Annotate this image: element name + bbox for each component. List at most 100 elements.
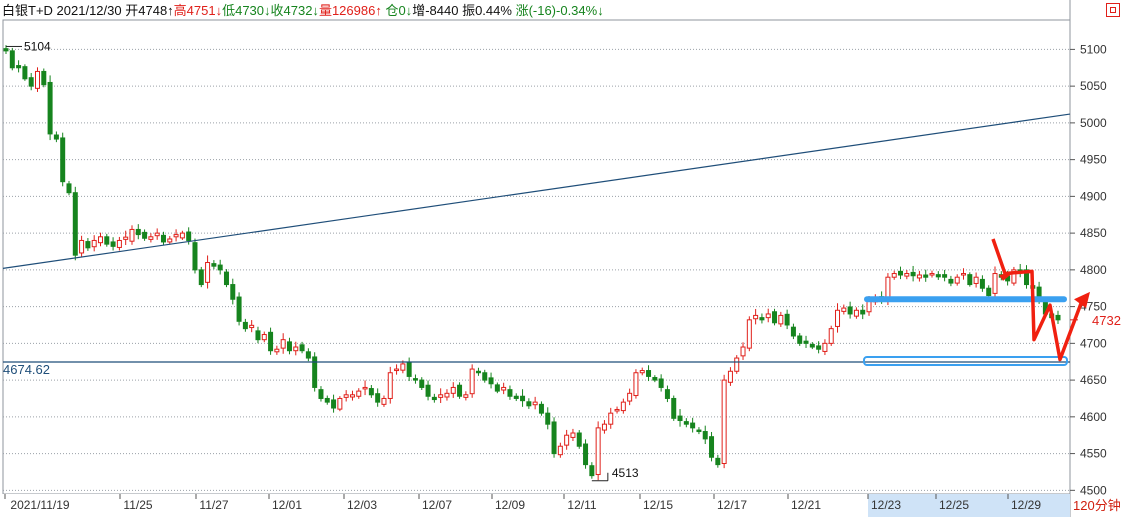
candle-up [444, 392, 450, 398]
forecast-arrow-head [1074, 291, 1090, 309]
candle-down [986, 287, 992, 297]
candle-down [198, 269, 204, 286]
candle-down [513, 395, 519, 399]
candle-down [576, 432, 582, 447]
candle-up [97, 236, 103, 244]
candle-up [167, 238, 173, 243]
candle-down [192, 242, 198, 271]
y-tick-label: 4500 [1080, 483, 1107, 497]
candle-down [60, 137, 66, 183]
candle-down [860, 309, 866, 315]
candle-down [85, 241, 91, 249]
candle-down [412, 378, 418, 381]
candle-up [501, 386, 507, 391]
candle-up [356, 390, 362, 397]
x-tick-label: 12/01 [272, 498, 302, 512]
candle-down [677, 415, 683, 422]
candle-down [790, 326, 796, 337]
candle-up [557, 445, 563, 456]
x-tick-label: 12/11 [567, 498, 596, 512]
candle-down [16, 65, 22, 69]
candle-down [898, 270, 904, 276]
candle-up [261, 334, 267, 341]
x-tick-label: 12/25 [939, 498, 969, 512]
candle-down [160, 234, 166, 243]
candle-down [186, 231, 192, 241]
x-tick-label: 11/25 [123, 498, 152, 512]
candle-up [249, 324, 255, 329]
candle-down [942, 274, 948, 278]
candle-down [683, 421, 689, 425]
candle-up [116, 239, 122, 248]
x-tick-label: 12/09 [495, 498, 525, 512]
candle-down [658, 378, 664, 388]
plot-frame [2, 19, 1071, 495]
candle-down [406, 362, 412, 377]
candle-up [34, 70, 40, 89]
candle-down [809, 343, 815, 348]
candle-down [551, 421, 557, 455]
candle-up [822, 342, 828, 352]
candle-down [318, 389, 324, 399]
quote-date: 2021/12/30 [56, 3, 122, 18]
x-tick-label: 12/23 [871, 498, 901, 512]
candle-down [589, 465, 595, 477]
trend-line [2, 113, 1071, 269]
low-price: 低4730↓ [222, 3, 271, 18]
candle-down [211, 263, 217, 267]
price-change: 涨(-16)-0.34%↓ [515, 3, 604, 18]
quote-header: 白银T+D 2021/12/30 开4748↑高4751↓低4730↓收4732… [0, 0, 1072, 20]
candle-up [904, 273, 910, 277]
candle-up [532, 401, 538, 406]
y-tick-label: 5050 [1080, 79, 1107, 93]
candle-down [22, 66, 28, 80]
candle-up [841, 307, 847, 312]
candle-down [816, 345, 822, 350]
y-tick-label: 4950 [1080, 153, 1107, 167]
open-interest: 仓0↓ [385, 3, 413, 18]
window-toggle-icon[interactable] [1106, 3, 1120, 17]
candle-down [230, 284, 236, 300]
candle-down [494, 384, 500, 392]
candle-down [935, 274, 941, 278]
candle-down [923, 274, 929, 278]
x-tick-label: 12/07 [422, 498, 452, 512]
y-tick-label: 4700 [1080, 336, 1107, 350]
candle-down [431, 396, 437, 401]
y-tick-label: 4650 [1080, 373, 1107, 387]
candle-down [690, 422, 696, 429]
candle-up [337, 397, 343, 410]
candle-up [740, 346, 746, 357]
candle-up [620, 401, 626, 412]
candle-down [803, 340, 809, 344]
candle-down [419, 379, 425, 388]
candle-down [3, 48, 9, 52]
candle-up [400, 363, 406, 371]
candle-up [753, 314, 759, 320]
candle-down [242, 321, 248, 330]
candle-down [324, 397, 330, 403]
candle-down [375, 393, 381, 403]
candle-up [954, 276, 960, 284]
candle-up [387, 372, 393, 399]
candle-up [835, 309, 841, 327]
candle-down [910, 271, 916, 277]
candle-up [721, 379, 727, 465]
candle-up [394, 368, 400, 372]
y-tick-label: 4600 [1080, 410, 1107, 424]
y-tick-label: 5000 [1080, 116, 1107, 130]
close-price: 收4732↓ [270, 3, 319, 18]
candle-down [772, 311, 778, 324]
candle-down [312, 356, 318, 388]
candle-up [727, 370, 733, 383]
candle-down [847, 306, 853, 315]
forecast-arrow-head [999, 272, 1014, 281]
reference-line-label: 4674.62 [3, 362, 50, 377]
candle-down [268, 331, 274, 352]
candle-up [746, 319, 752, 349]
y-tick-label: 4900 [1080, 189, 1107, 203]
period-label: 120分钟 [1073, 498, 1121, 513]
candle-down [967, 274, 973, 286]
candle-down [1055, 314, 1061, 321]
